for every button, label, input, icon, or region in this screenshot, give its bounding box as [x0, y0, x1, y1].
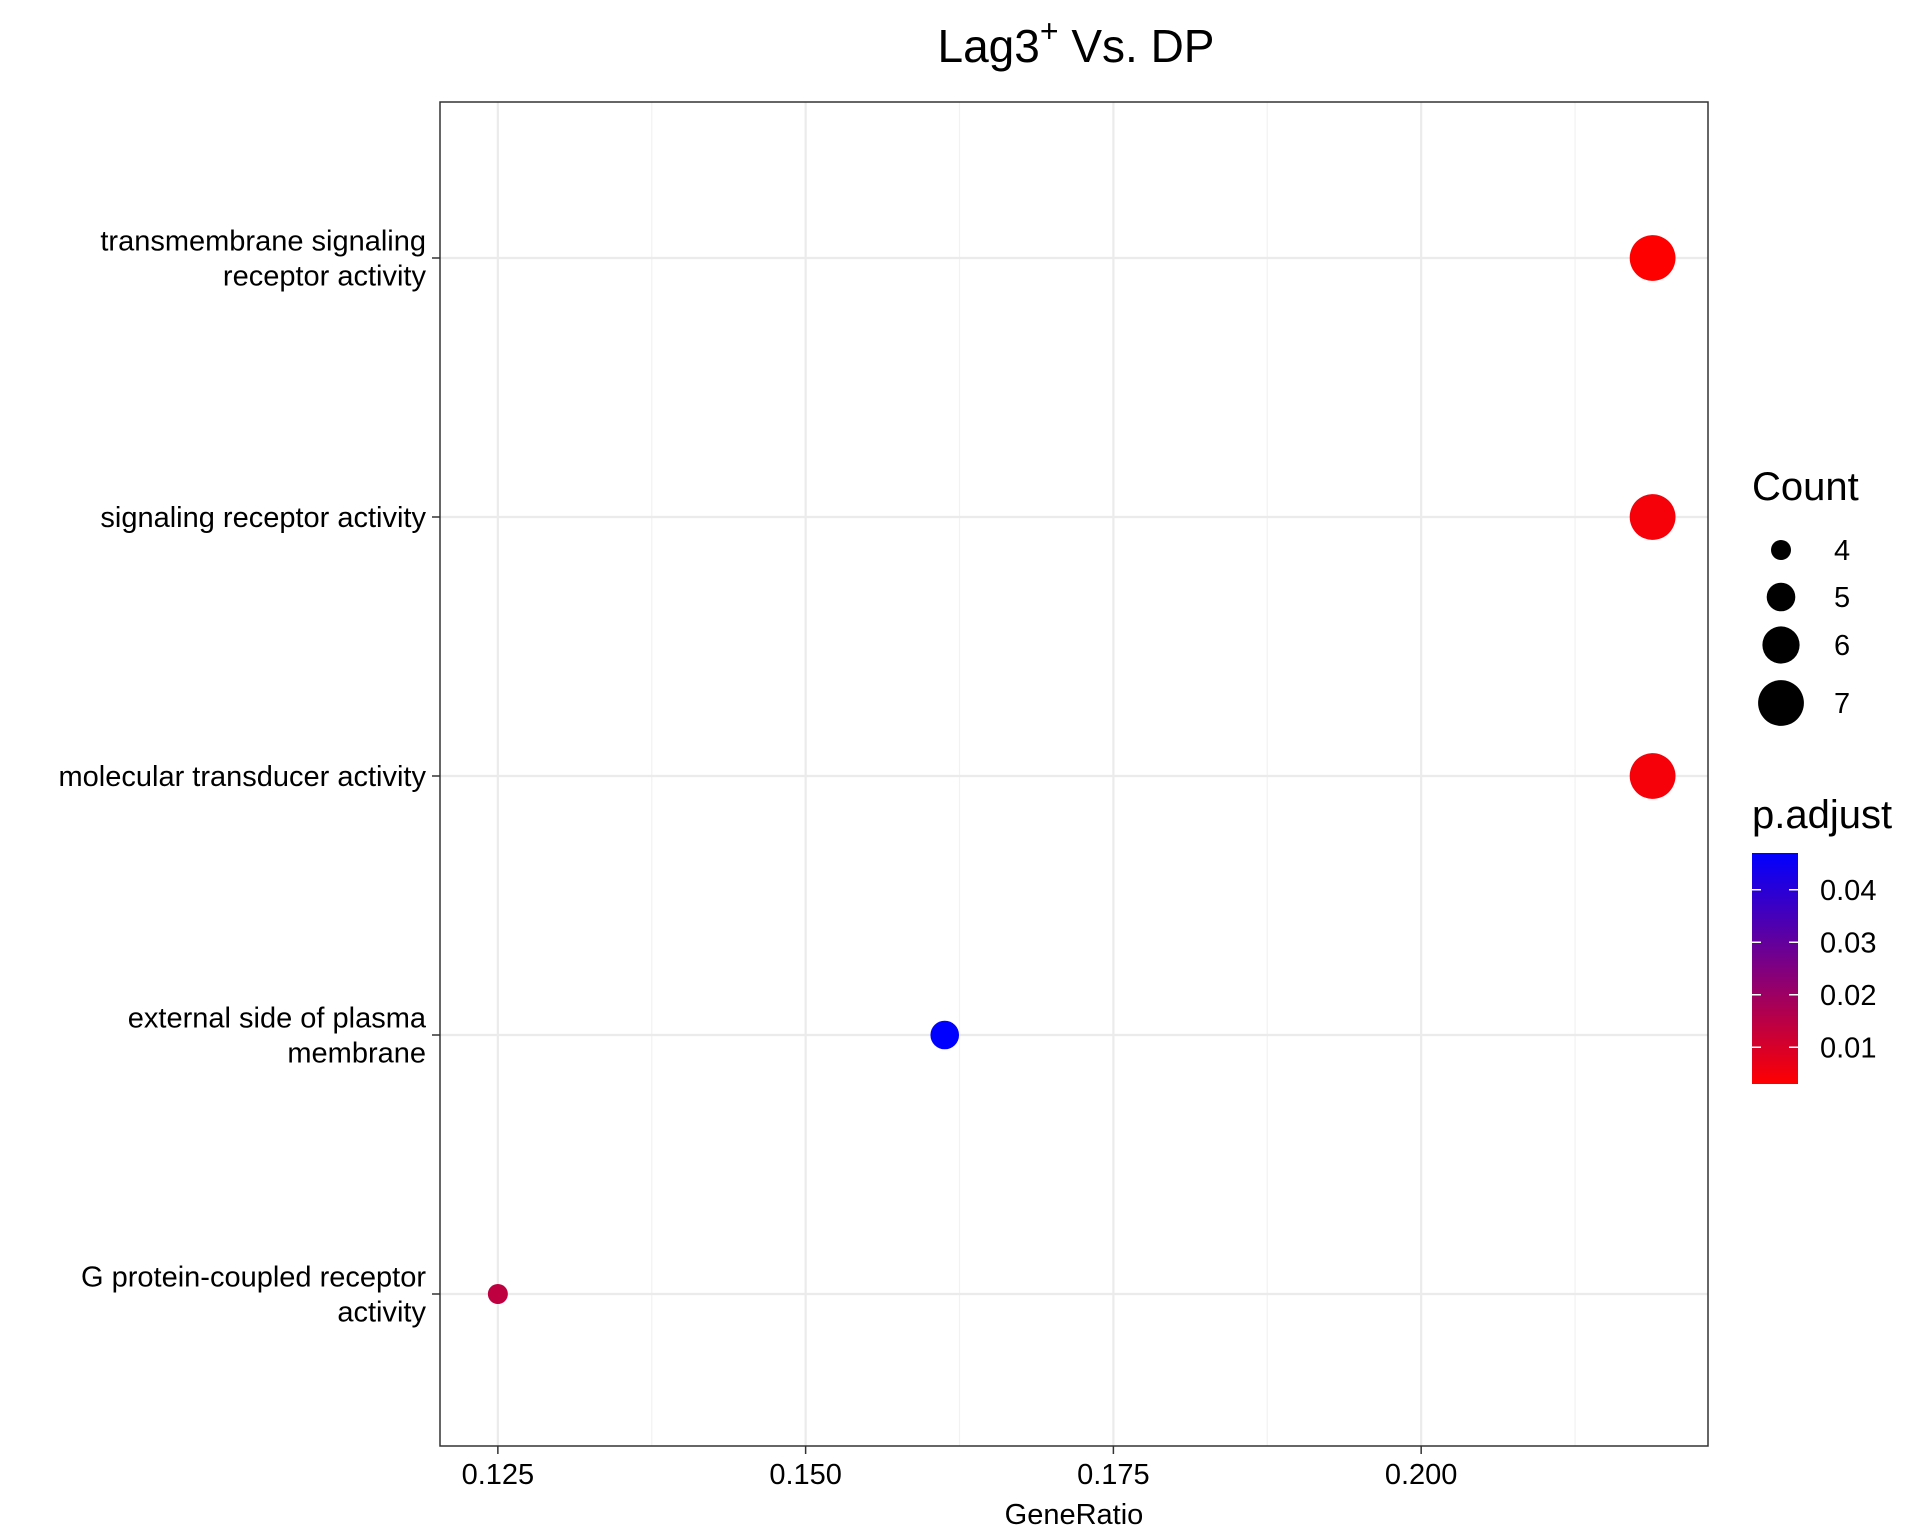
y-tick-label: signaling receptor activity — [100, 502, 426, 534]
color-legend-label: 0.03 — [1820, 927, 1876, 959]
y-tick-label: transmembrane signaling receptor activity — [100, 226, 426, 293]
data-points — [487, 235, 1676, 1304]
x-axis-title: GeneRatio — [1005, 1499, 1144, 1531]
y-tick-label-line: activity — [337, 1297, 426, 1329]
data-point — [1629, 494, 1676, 540]
size-legend-dot — [1766, 582, 1796, 612]
y-tick-label-line: signaling receptor activity — [100, 502, 426, 534]
y-tick-label: molecular transducer activity — [59, 761, 427, 793]
data-point — [487, 1284, 508, 1304]
color-legend-label: 0.04 — [1820, 875, 1876, 907]
size-legend-label: 6 — [1834, 630, 1850, 662]
y-tick-label-line: G protein-coupled receptor — [81, 1262, 426, 1294]
y-tick-label: G protein-coupled receptor activity — [81, 1262, 426, 1329]
plot-panel-border — [439, 101, 1709, 1447]
color-legend-label: 0.01 — [1820, 1032, 1876, 1064]
color-legend-label: 0.02 — [1820, 980, 1876, 1012]
data-point — [930, 1020, 960, 1050]
color-legend-ticks: 0.04 0.03 0.02 0.01 — [1752, 875, 1876, 1064]
size-legend: 4 5 6 7 — [1758, 535, 1850, 726]
data-point — [1629, 753, 1676, 799]
y-tick-label-line: external side of plasma — [128, 1003, 427, 1035]
x-axis: 0.125 0.150 0.175 0.200 — [462, 1446, 1458, 1491]
data-point — [1629, 235, 1676, 281]
x-tick-label: 0.125 — [462, 1459, 535, 1491]
x-tick-label: 0.175 — [1077, 1459, 1150, 1491]
y-tick-label-line: molecular transducer activity — [59, 761, 427, 793]
grid-lines — [440, 102, 1708, 1446]
size-legend-title: Count — [1752, 465, 1859, 509]
x-tick-label: 0.150 — [769, 1459, 842, 1491]
color-legend-bar — [1752, 853, 1798, 1084]
size-legend-label: 4 — [1834, 535, 1850, 567]
size-legend-label: 5 — [1834, 582, 1850, 614]
y-tick-label-line: transmembrane signaling — [100, 226, 426, 258]
y-tick-label: external side of plasma membrane — [128, 1003, 427, 1070]
color-legend-title: p.adjust — [1752, 793, 1892, 837]
y-tick-label-line: membrane — [287, 1038, 426, 1070]
size-legend-dot — [1758, 680, 1804, 726]
size-legend-dot — [1771, 540, 1791, 560]
plot-panel-background — [440, 102, 1708, 1446]
y-tick-label-line: receptor activity — [223, 261, 427, 293]
x-tick-label: 0.200 — [1385, 1459, 1458, 1491]
y-axis: transmembrane signaling receptor activity… — [59, 226, 440, 1329]
chart-title: Lag3+ Vs. DP — [938, 13, 1215, 72]
size-legend-label: 7 — [1834, 688, 1850, 720]
size-legend-dot — [1762, 626, 1800, 664]
